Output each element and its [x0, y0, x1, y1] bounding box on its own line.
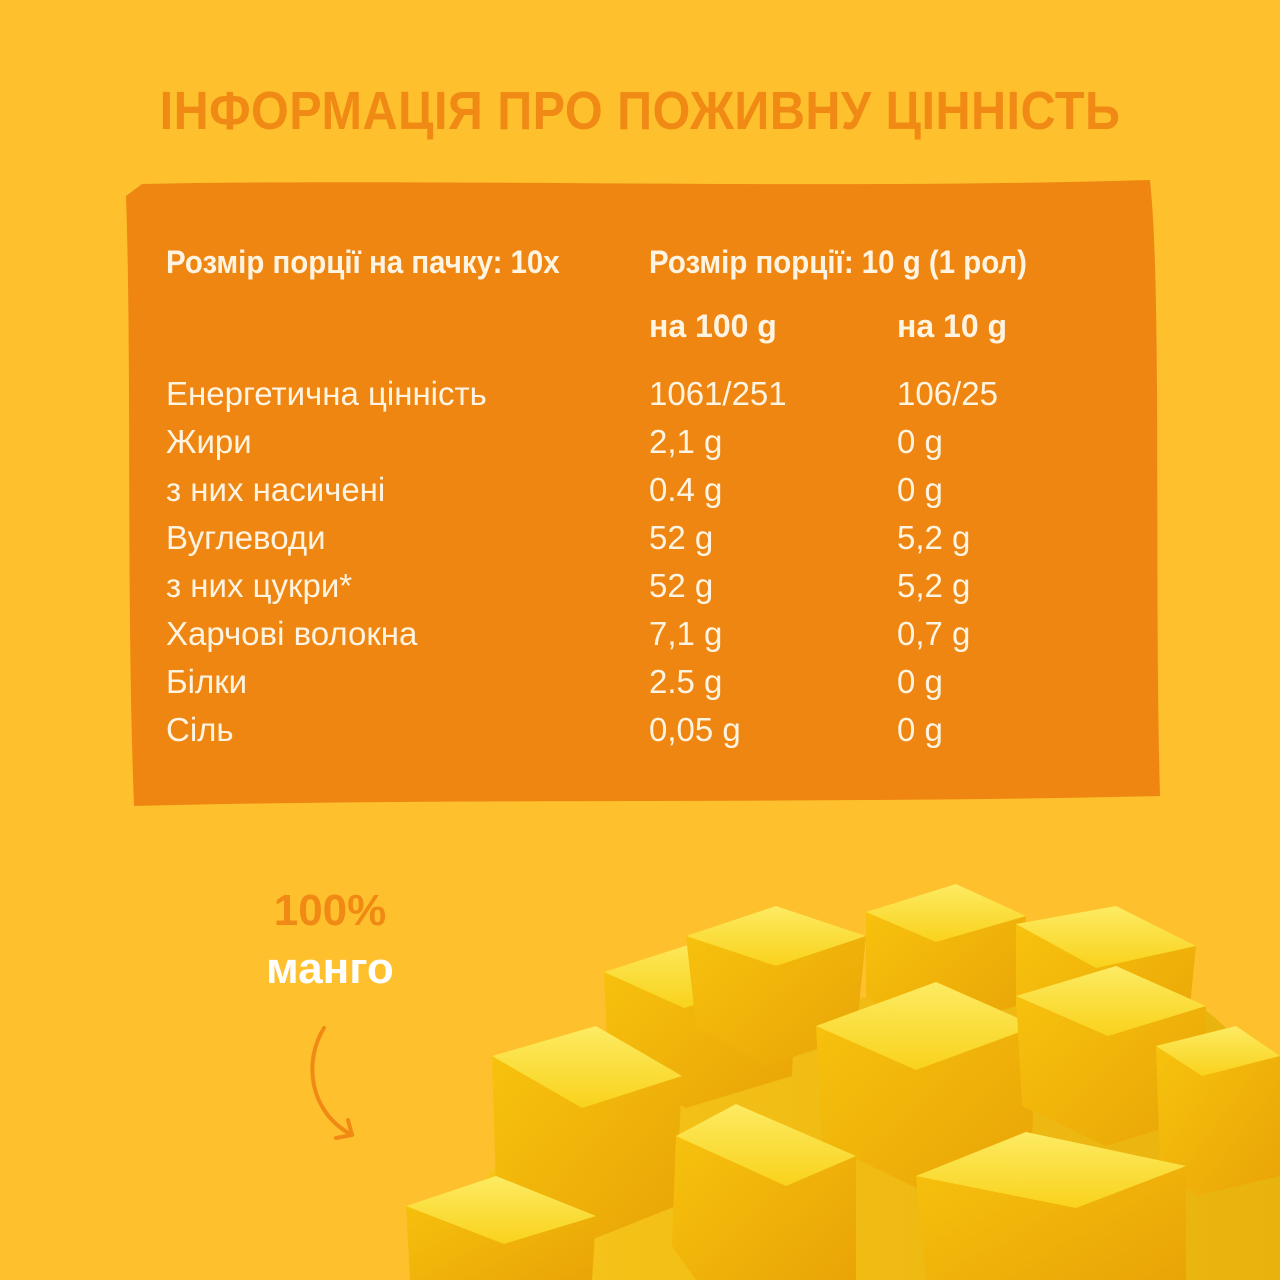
nutrient-value-per-10: 106/25	[897, 375, 998, 412]
tagline-word: манго	[266, 944, 394, 993]
curved-arrow-icon	[310, 1026, 354, 1140]
nutrient-row: Вуглеводи 52 g 5,2 g	[120, 514, 1164, 562]
tagline-percent: 100%	[273, 886, 387, 935]
nutrient-row: з них насичені 0.4 g 0 g	[120, 466, 1164, 514]
serving-size: Розмір порції: 10 g (1 рол)	[649, 244, 1027, 280]
nutrient-name: з них цукри*	[166, 567, 353, 604]
servings-per-pack: Розмір порції на пачку: 10x	[166, 244, 560, 280]
nutrition-panel-background	[126, 180, 1160, 806]
nutrient-value-per-100: 0.4 g	[649, 471, 723, 508]
nutrient-row: з них цукри* 52 g 5,2 g	[120, 562, 1164, 610]
nutrient-value-per-10: 0 g	[897, 471, 943, 508]
nutrient-value-per-100: 2,1 g	[649, 423, 723, 460]
nutrient-name: Сіль	[166, 711, 234, 748]
column-header-row: на 100 g на 10 g	[120, 302, 1164, 350]
nutrient-value-per-10: 0 g	[897, 663, 943, 700]
column-header-per-100: на 100 g	[649, 308, 777, 344]
nutrient-value-per-10: 5,2 g	[897, 567, 971, 604]
nutrition-panel: Розмір порції на пачку: 10x Розмір порці…	[120, 176, 1164, 808]
nutrient-value-per-100: 0,05 g	[649, 711, 741, 748]
nutrient-value-per-100: 52 g	[649, 567, 714, 604]
nutrient-value-per-10: 0 g	[897, 711, 943, 748]
nutrient-name: з них насичені	[166, 471, 386, 508]
page-title: ІНФОРМАЦІЯ ПРО ПОЖИВНУ ЦІННІСТЬ	[159, 81, 1121, 141]
serving-info-row: Розмір порції на пачку: 10x Розмір порці…	[120, 238, 1164, 286]
nutrient-name: Білки	[166, 663, 248, 700]
nutrient-value-per-10: 0,7 g	[897, 615, 971, 652]
nutrient-value-per-100: 52 g	[649, 519, 714, 556]
nutrient-value-per-10: 5,2 g	[897, 519, 971, 556]
nutrient-name: Енергетична цінність	[166, 375, 487, 412]
nutrient-value-per-10: 0 g	[897, 423, 943, 460]
nutrient-row: Жири 2,1 g 0 g	[120, 418, 1164, 466]
nutrient-name: Харчові волокна	[166, 615, 418, 652]
nutrient-row: Сіль 0,05 g 0 g	[120, 706, 1164, 754]
nutrient-value-per-100: 2.5 g	[649, 663, 723, 700]
nutrient-value-per-100: 1061/251	[649, 375, 787, 412]
nutrient-row: Енергетична цінність 1061/251 106/25	[120, 370, 1164, 418]
column-header-per-10: на 10 g	[897, 308, 1008, 344]
nutrient-name: Жири	[166, 423, 252, 460]
nutrient-name: Вуглеводи	[166, 519, 326, 556]
nutrient-row: Харчові волокна 7,1 g 0,7 g	[120, 610, 1164, 658]
nutrient-value-per-100: 7,1 g	[649, 615, 723, 652]
mango-cubes-illustration	[406, 884, 1280, 1280]
nutrient-row: Білки 2.5 g 0 g	[120, 658, 1164, 706]
